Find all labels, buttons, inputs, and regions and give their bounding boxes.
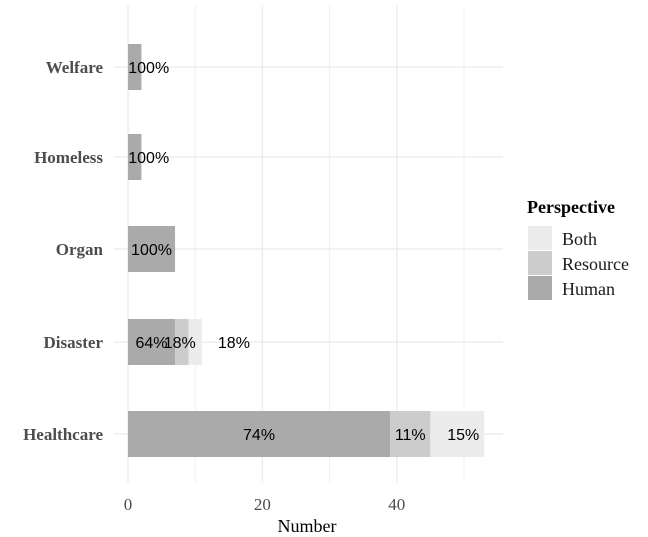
legend-title: Perspective — [527, 197, 615, 217]
y-tick-label: Welfare — [46, 58, 104, 77]
x-axis-title: Number — [278, 516, 337, 536]
bar-organ-human — [128, 226, 176, 272]
legend: Perspective Both Resource Human — [527, 197, 629, 300]
x-tick-label: 40 — [388, 495, 405, 514]
x-axis-ticks: 0 20 40 — [124, 495, 406, 514]
legend-label: Human — [562, 279, 615, 299]
bar-homeless-human — [128, 134, 142, 180]
bar-healthcare-resource — [390, 411, 431, 457]
data-label: 18% — [164, 335, 196, 352]
bar-disaster-resource — [175, 319, 189, 365]
y-axis-ticks: Welfare Homeless Organ Disaster Healthcare — [23, 58, 103, 444]
bar-labels: 100%100%100%64%18% 18%74% 11% 15% — [128, 60, 479, 444]
bar-disaster-human — [128, 319, 176, 365]
bar-disaster-both — [188, 319, 202, 365]
data-label: 74% — [243, 427, 275, 444]
x-tick-label: 20 — [254, 495, 271, 514]
legend-key-both — [528, 226, 552, 250]
data-label: 15% — [447, 427, 479, 444]
data-label: 100% — [128, 60, 169, 77]
bar-healthcare-both — [430, 411, 485, 457]
y-tick-label: Organ — [56, 240, 104, 259]
legend-key-resource — [528, 251, 552, 275]
bar-welfare-human — [128, 44, 142, 90]
bar-healthcare-human — [128, 411, 391, 457]
y-tick-label: Healthcare — [23, 425, 103, 444]
data-label: 18% — [218, 335, 250, 352]
bars — [128, 44, 485, 457]
data-label: 11% — [395, 427, 426, 444]
legend-label: Both — [562, 229, 597, 249]
data-label: 100% — [128, 150, 169, 167]
data-label: 100% — [131, 242, 172, 259]
legend-label: Resource — [562, 254, 629, 274]
y-tick-label: Disaster — [44, 333, 104, 352]
data-label: 64% — [136, 335, 168, 352]
y-tick-label: Homeless — [34, 148, 103, 167]
x-tick-label: 0 — [124, 495, 133, 514]
legend-key-human — [528, 276, 552, 300]
